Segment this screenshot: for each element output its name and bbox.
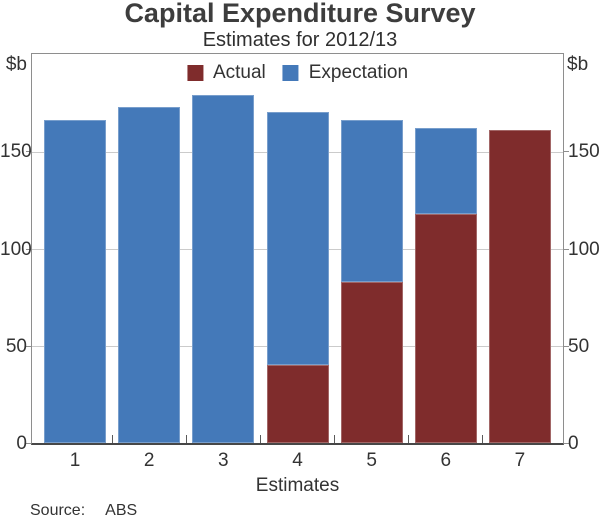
x-category-label-5: 5 (366, 450, 377, 471)
x-category-label-3: 3 (218, 450, 229, 471)
y-axis-label-right-100: 100 (568, 238, 600, 260)
y-tick-left-150 (26, 151, 31, 153)
legend: Actual Expectation (186, 62, 409, 83)
x-axis-tick-2 (185, 435, 187, 443)
x-axis-tick-6 (482, 435, 484, 443)
plot-area: Actual Expectation (31, 53, 564, 445)
x-category-label-6: 6 (440, 450, 452, 471)
y-tick-left-0 (26, 443, 31, 444)
bar-segment-actual-7 (488, 129, 551, 443)
bar-segment-expectation-4 (266, 112, 329, 366)
unit-label-left: $b (5, 54, 27, 75)
legend-label-actual: Actual (212, 62, 266, 83)
x-category-label-4: 4 (292, 450, 303, 471)
bar-segment-expectation-2 (118, 106, 181, 443)
y-axis-label-left-50: 50 (5, 335, 27, 357)
source-label: Source: (30, 502, 86, 519)
x-category-label-2: 2 (143, 450, 155, 471)
legend-label-expectation: Expectation (308, 62, 409, 83)
bar-segment-expectation-1 (44, 120, 107, 443)
x-axis-tick-1 (111, 435, 113, 443)
unit-label-right: $b (567, 54, 589, 75)
x-category-label-1: 1 (69, 450, 81, 471)
legend-swatch-actual-icon (186, 65, 203, 81)
bar-segment-actual-6 (414, 213, 477, 443)
legend-swatch-expectation-icon (282, 65, 299, 81)
source-value: ABS (105, 502, 138, 519)
legend-item-actual: Actual (186, 62, 266, 83)
chart-subtitle: Estimates for 2012/13 (202, 29, 398, 51)
y-axis-label-left-100: 100 (0, 238, 32, 260)
y-tick-right-150 (564, 151, 569, 153)
y-axis-label-right-0: 0 (568, 433, 579, 454)
x-axis-title: Estimates (255, 475, 340, 496)
bar-segment-actual-5 (340, 281, 403, 443)
y-axis-label-left-150: 150 (0, 141, 32, 163)
chart-title: Capital Expenditure Survey (124, 0, 476, 28)
source-line: Source: ABS (30, 502, 137, 520)
y-tick-right-50 (564, 345, 569, 347)
y-axis-label-left-0: 0 (16, 433, 27, 454)
y-axis-label-right-150: 150 (568, 141, 600, 163)
y-tick-right-0 (564, 443, 569, 444)
y-axis-label-right-50: 50 (568, 335, 590, 357)
bar-segment-actual-4 (266, 365, 329, 443)
bar-segment-expectation-3 (192, 94, 255, 443)
y-tick-left-100 (26, 248, 31, 250)
x-axis-tick-5 (408, 435, 410, 443)
bar-segment-expectation-5 (340, 120, 403, 282)
x-axis-tick-4 (334, 435, 336, 443)
bar-segment-expectation-6 (414, 127, 477, 214)
x-axis-tick-3 (259, 435, 261, 443)
y-tick-right-100 (564, 248, 569, 250)
y-tick-left-50 (26, 345, 31, 347)
legend-item-expectation: Expectation (282, 62, 409, 83)
x-category-label-7: 7 (514, 450, 526, 471)
